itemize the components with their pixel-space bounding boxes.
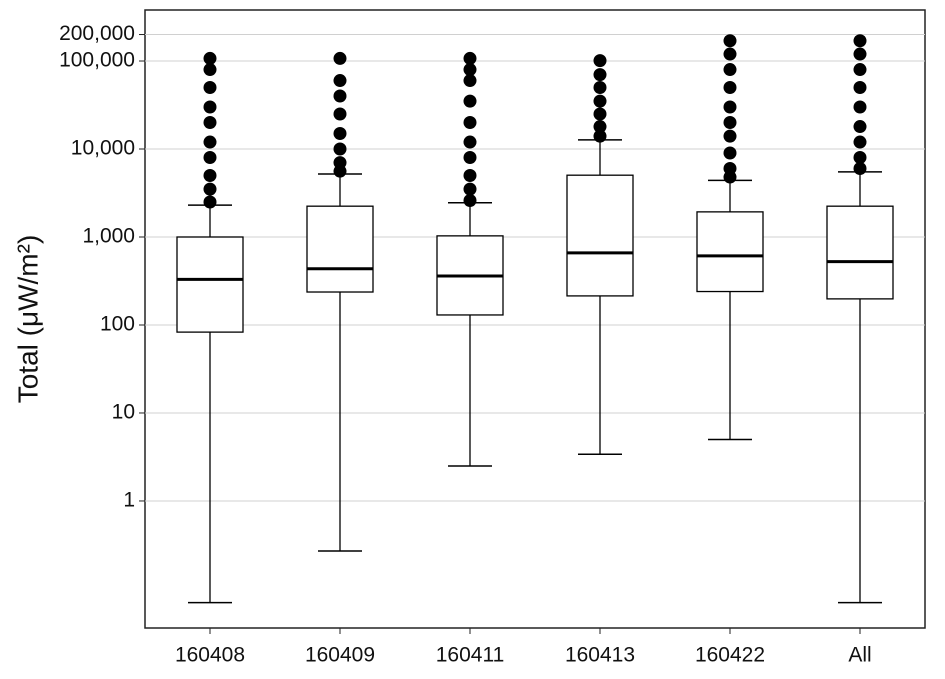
box — [826, 205, 894, 300]
y-tick-label: 100 — [100, 313, 135, 336]
plot-frame — [144, 9, 926, 629]
outlier — [333, 156, 347, 170]
outlier — [723, 100, 737, 114]
outlier — [463, 74, 477, 88]
outlier — [333, 74, 347, 88]
outlier — [593, 120, 607, 134]
outlier — [333, 142, 347, 156]
outlier — [463, 116, 477, 130]
outlier — [723, 81, 737, 95]
outlier — [463, 168, 477, 182]
outlier — [463, 193, 477, 207]
outlier — [723, 63, 737, 77]
box — [176, 236, 244, 333]
outlier — [723, 47, 737, 61]
outlier — [203, 168, 217, 182]
y-axis-label: Total (μW/m²) — [12, 235, 43, 404]
outlier — [853, 151, 867, 165]
outlier — [593, 129, 607, 143]
outlier — [723, 146, 737, 160]
outlier — [593, 107, 607, 121]
outlier — [853, 81, 867, 95]
x-tick-label: 160413 — [565, 644, 635, 667]
x-tick-label: 160411 — [436, 644, 505, 667]
outlier — [203, 100, 217, 114]
x-tick-label: All — [848, 644, 871, 667]
outlier — [853, 34, 867, 48]
outlier — [333, 51, 347, 65]
x-tick-label: 160408 — [175, 644, 245, 667]
outlier — [203, 195, 217, 209]
outlier — [203, 51, 217, 65]
outlier — [463, 135, 477, 149]
outlier — [203, 116, 217, 130]
outlier — [853, 135, 867, 149]
y-tick-label: 100,000 — [59, 49, 135, 72]
outlier — [203, 182, 217, 196]
outlier — [723, 162, 737, 176]
outlier — [853, 63, 867, 77]
x-tick-label: 160409 — [305, 644, 375, 667]
outlier — [593, 94, 607, 108]
outlier — [593, 54, 607, 68]
outlier — [723, 34, 737, 48]
outlier — [203, 151, 217, 165]
outlier — [723, 129, 737, 143]
box — [306, 205, 374, 293]
y-tick-label: 1,000 — [82, 225, 135, 248]
outlier — [333, 127, 347, 141]
outlier — [463, 151, 477, 165]
y-tick-label: 1 — [123, 489, 135, 512]
outlier — [463, 94, 477, 108]
outlier — [853, 120, 867, 134]
outlier — [723, 116, 737, 130]
outlier — [463, 51, 477, 65]
outlier — [203, 63, 217, 77]
outlier — [853, 47, 867, 61]
box — [566, 174, 634, 297]
outlier — [333, 107, 347, 121]
outlier — [853, 162, 867, 176]
y-tick-label: 10,000 — [71, 137, 135, 160]
y-tick-label: 10 — [112, 401, 135, 424]
outlier — [593, 68, 607, 82]
y-tick-label: 200,000 — [59, 22, 135, 45]
outlier — [853, 100, 867, 114]
outlier — [203, 135, 217, 149]
outlier — [333, 89, 347, 103]
box — [696, 211, 764, 293]
outlier — [203, 81, 217, 95]
outlier — [463, 182, 477, 196]
x-tick-label: 160422 — [695, 644, 765, 667]
outlier — [463, 63, 477, 77]
outlier — [593, 81, 607, 95]
